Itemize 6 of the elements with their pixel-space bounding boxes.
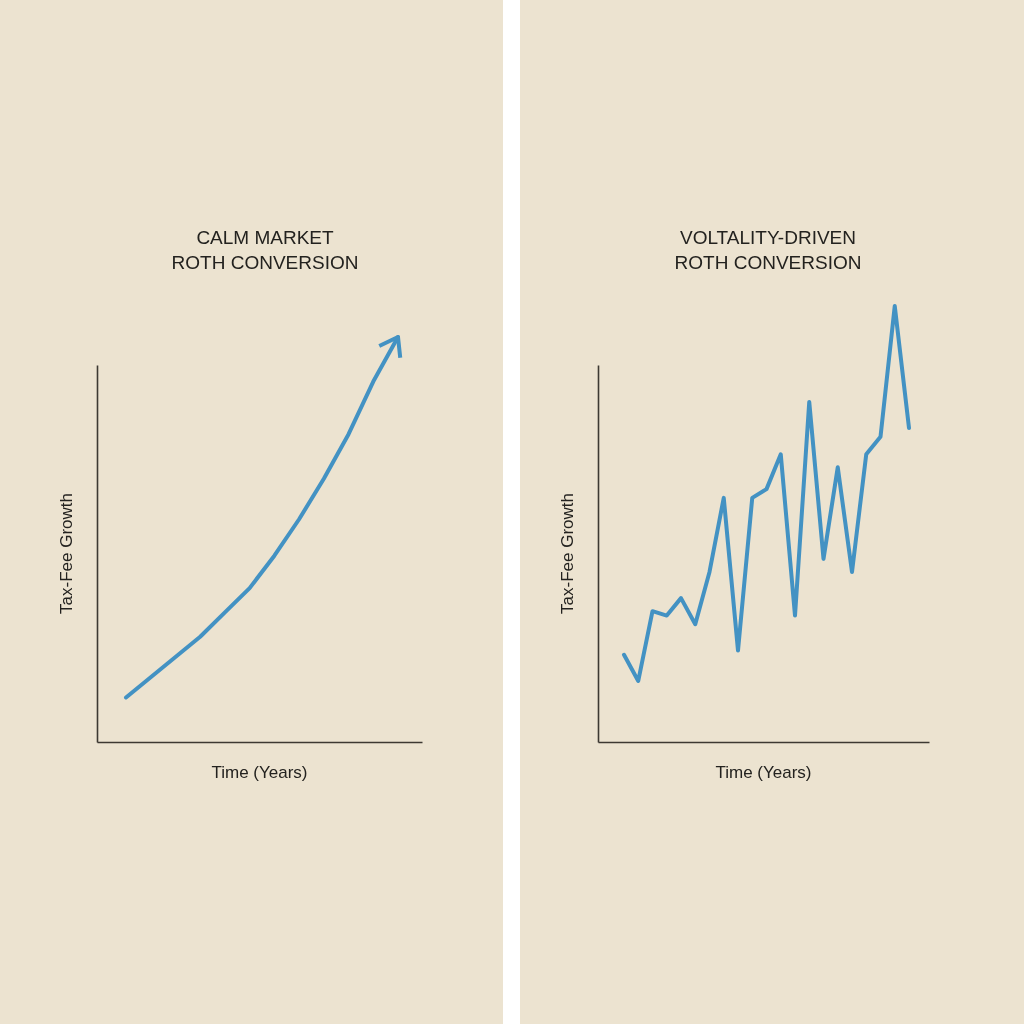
x-axis-title: Time (Years) [715,763,812,782]
chart-title: CALM MARKET ROTH CONVERSION [171,227,359,273]
y-axis-title: Tax-Fee Growth [57,493,76,614]
y-axis-title: Tax-Fee Growth [558,493,577,614]
x-axis-title: Time (Years) [211,763,308,782]
chart-title: VOLTALITY-DRIVEN ROTH CONVERSION [674,227,862,273]
